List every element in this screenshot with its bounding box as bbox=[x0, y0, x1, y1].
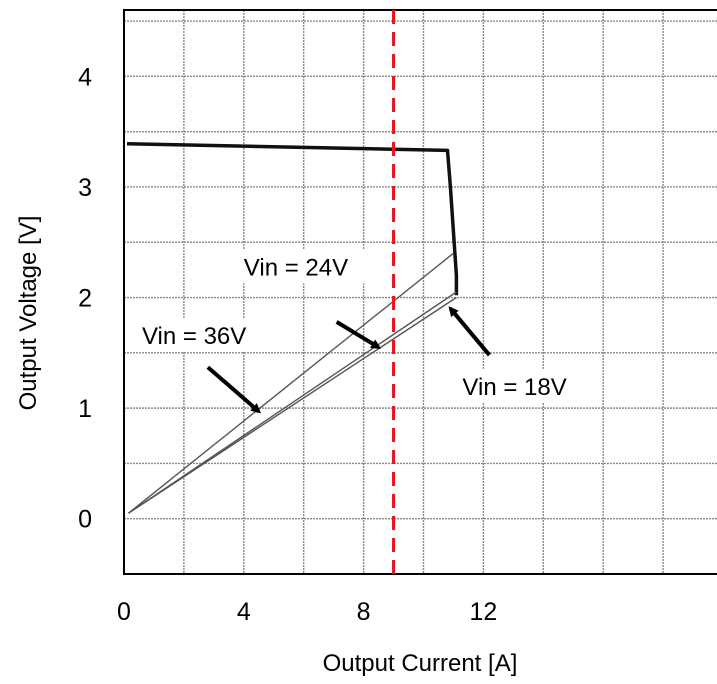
x-tick-label: 4 bbox=[237, 598, 251, 626]
annotation-label: Vin = 18V bbox=[462, 374, 566, 401]
annotation-backdrop bbox=[137, 317, 268, 352]
x-tick-label: 8 bbox=[357, 598, 371, 626]
grid bbox=[124, 10, 717, 574]
series-line bbox=[128, 291, 457, 514]
y-tick-label: 4 bbox=[78, 63, 92, 91]
plot-frame bbox=[123, 9, 717, 575]
annotation-arrow bbox=[206, 365, 262, 414]
y-tick-label: 1 bbox=[78, 395, 92, 423]
x-axis-label: Output Current [A] bbox=[323, 650, 518, 677]
annotation-label: Vin = 36V bbox=[142, 323, 246, 350]
annotation-arrow bbox=[335, 320, 382, 350]
annotations-group: Vin = 24V Vin = 36V Vin = 18V bbox=[137, 249, 589, 414]
series-line bbox=[128, 296, 457, 514]
series-line bbox=[128, 252, 454, 514]
x-tick-label: 0 bbox=[117, 598, 131, 626]
annotation-arrow bbox=[448, 306, 491, 357]
annotation-backdrop bbox=[239, 249, 370, 284]
annotation-backdrop bbox=[458, 368, 589, 403]
annotation-label: Vin = 24V bbox=[244, 254, 348, 281]
y-tick-label: 3 bbox=[78, 174, 92, 202]
y-tick-label: 2 bbox=[78, 285, 92, 313]
x-tick-label: 12 bbox=[469, 598, 497, 626]
y-tick-label: 0 bbox=[78, 506, 92, 534]
y-axis-label: Output Voltage [V] bbox=[15, 216, 42, 411]
